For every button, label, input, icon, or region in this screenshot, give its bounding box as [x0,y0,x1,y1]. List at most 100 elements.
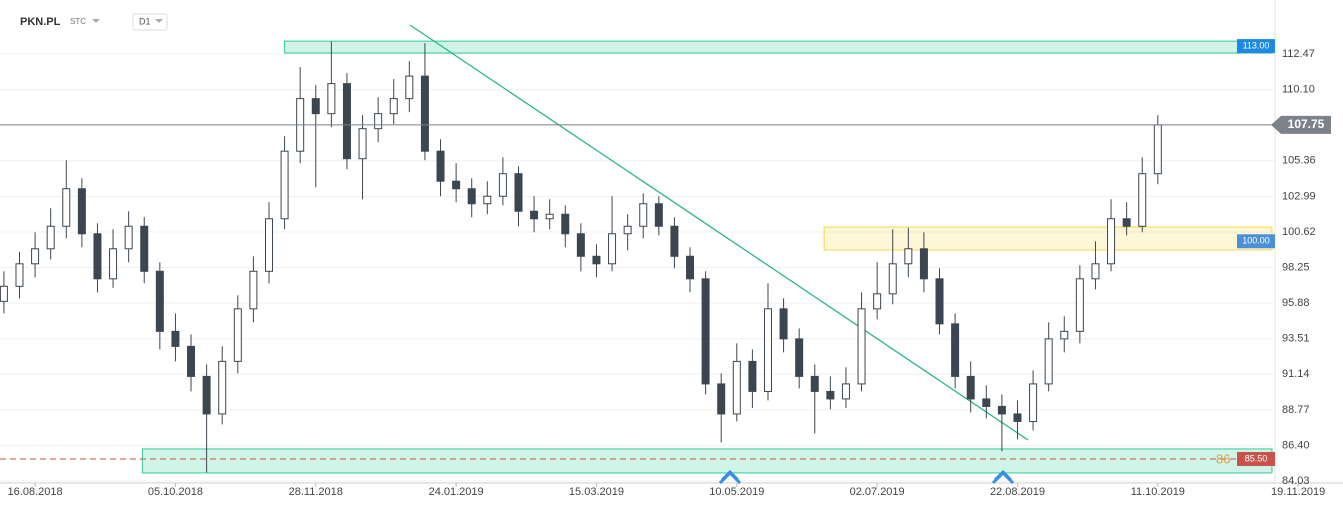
candle-body [670,225,679,257]
candle-body [623,225,632,235]
interval-label: D1 [139,16,151,26]
candle-body [311,98,320,115]
dropdown-arrow [92,19,100,23]
x-tick-label: 05.10.2018 [148,486,203,498]
y-tick-label: 93.51 [1282,333,1310,345]
style-label: STC [70,17,86,26]
candle-body [1075,278,1084,332]
candle-body [717,383,726,415]
candle-body [358,128,367,160]
x-tick-label: 10.05.2019 [709,486,764,498]
candle-body [732,360,741,415]
candle-body [935,278,944,325]
y-tick-label: 112.47 [1282,48,1315,60]
style-dropdown[interactable]: STC [70,17,100,26]
candle-body [1107,218,1116,265]
candle-body [498,173,507,197]
x-tick-label: 11.10.2019 [1131,486,1185,498]
candle-body [327,83,336,115]
x-tick-label: 24.01.2019 [429,486,484,498]
x-tick-label: 16.08.2018 [8,486,63,498]
zone [284,40,1273,54]
candle-body [514,173,523,212]
y-tick-label: 102.99 [1282,190,1316,202]
candle-body [420,75,429,152]
candle-body [545,213,554,220]
candle-body [888,263,897,295]
candle-body [966,375,975,400]
candle-body [997,405,1006,415]
candle-body [1153,124,1162,175]
candle-body [0,285,8,302]
candle-body [1122,218,1131,227]
x-tick-label: 19.11.2019 [1271,486,1325,498]
candle-body [1044,338,1053,385]
zone [823,226,1273,251]
candle-body [124,225,133,250]
candle-body [280,150,289,220]
candle-body [374,113,383,130]
candle-body [779,308,788,340]
candle-body [810,375,819,392]
level-box [1237,451,1275,466]
candle-body [483,195,492,205]
last-price-box [1271,115,1331,134]
candle-body [202,375,211,415]
candle-body [873,293,882,310]
candle-body [795,338,804,377]
candle-body [264,218,273,272]
candle-body [561,213,570,235]
candle-body [701,278,710,385]
candle-body [857,308,866,385]
candle-body [919,248,928,280]
candle-body [951,323,960,377]
interval-dropdown[interactable]: D1 [132,13,168,31]
candle-body [77,188,86,235]
candle-body [155,270,164,332]
candle-body [436,150,445,182]
x-tick-label: 28.11.2018 [289,486,343,498]
candle-body [187,345,196,377]
dropdown-arrow [155,19,163,23]
level-box [1237,234,1275,249]
candle-body [233,308,242,362]
candle-body [342,83,351,160]
y-tick-label: 88.77 [1282,404,1310,416]
y-tick-label: 95.88 [1282,297,1310,309]
candle-body [1013,413,1022,422]
candle-body [826,390,835,400]
y-tick-label: 110.10 [1282,84,1315,96]
candle-body [389,98,398,115]
candle-body [62,188,71,227]
level-label: 113.00 [1243,40,1270,50]
candle-body [841,383,850,400]
symbol: PKN.PL [20,16,61,28]
level-box [1237,39,1275,54]
overlay: 113.00 100.00 86 85.50 107.75 [0,39,1331,466]
alert-label: 86 [1216,451,1230,466]
candle-body [15,263,24,287]
candle-body [1138,173,1147,227]
candle-body [452,180,461,190]
x-tick-label: 15.03.2019 [569,486,624,498]
y-tick-label: 91.14 [1282,368,1310,380]
candle-body [592,255,601,265]
x-tick-label: 22.08.2019 [990,486,1045,498]
x-tick-label: 02.07.2019 [850,486,905,498]
level-label: 100.00 [1242,236,1270,246]
candle-body [405,75,414,100]
candle-body [171,330,180,347]
event-marker[interactable] [991,469,1015,485]
last-price-label: 107.75 [1288,117,1325,131]
candle-body [1060,330,1069,340]
y-tick-label: 105.36 [1282,155,1316,167]
candle-body [93,233,102,280]
y-tick-label: 84.03 [1282,475,1310,487]
y-tick-label: 98.25 [1282,261,1310,273]
candle-body [249,270,258,310]
candle-body [1029,383,1038,422]
level-label: 85.50 [1245,453,1268,463]
y-tick-label: 86.40 [1282,439,1310,451]
event-marker[interactable] [718,469,742,485]
